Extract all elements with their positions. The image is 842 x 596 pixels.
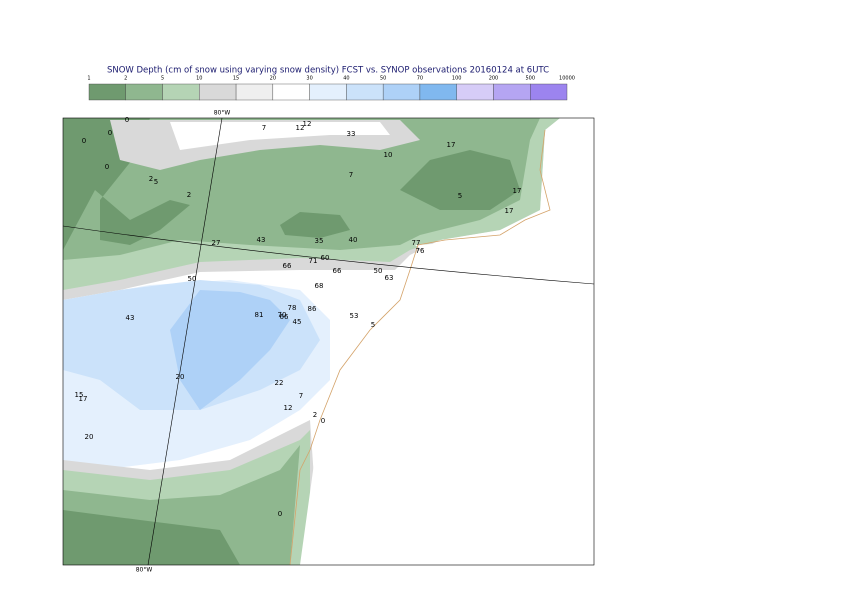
map-frame <box>62 117 595 566</box>
legend-level: 15 <box>233 76 239 82</box>
observation: 77 <box>412 239 421 247</box>
legend-level: 10 <box>196 76 202 82</box>
observation: 7 <box>349 171 353 179</box>
observation: 27 <box>212 239 221 247</box>
observation: 20 <box>176 373 185 381</box>
legend-level: 20 <box>270 76 276 82</box>
observation: 20 <box>85 433 94 441</box>
observation: 60 <box>321 254 330 262</box>
legend-swatch <box>456 83 494 101</box>
legend-level: 50 <box>380 76 386 82</box>
legend-level: 30 <box>306 76 312 82</box>
observation: 66 <box>283 262 292 270</box>
observation: 50 <box>374 267 383 275</box>
legend-swatch <box>382 83 421 101</box>
observation: 7 <box>299 392 303 400</box>
legend-level: 200 <box>489 76 499 82</box>
observation: 35 <box>315 237 324 245</box>
observation: 53 <box>350 312 359 320</box>
legend-level: 1 <box>87 76 90 82</box>
observation: 10 <box>384 151 393 159</box>
observation: 66 <box>280 313 289 321</box>
observation: 0 <box>321 417 325 425</box>
observation: 5 <box>154 178 158 186</box>
legend-swatch <box>272 83 310 101</box>
legend-level: 10000 <box>559 76 575 82</box>
legend-level: 40 <box>343 76 349 82</box>
observation: 12 <box>303 120 312 128</box>
map-title: SNOW Depth (cm of snow using varying sno… <box>107 66 549 76</box>
observation: 5 <box>371 321 375 329</box>
observation: 0 <box>82 137 86 145</box>
legend-swatch <box>235 83 274 101</box>
observation: 81 <box>255 311 264 319</box>
observation: 43 <box>257 236 266 244</box>
legend-swatch <box>309 83 347 101</box>
observation: 22 <box>275 379 284 387</box>
legend-level: 100 <box>452 76 462 82</box>
observation: 2 <box>187 191 191 199</box>
legend: 1 2 5 10 15 20 30 40 50 70 100 200 500 10000 <box>87 76 575 101</box>
longitude-label: 80°W <box>136 567 153 574</box>
observation: 2 <box>149 175 153 183</box>
snow-field <box>63 118 594 565</box>
observation: 17 <box>79 395 88 403</box>
observation: 63 <box>385 274 394 282</box>
observation: 7 <box>262 124 266 132</box>
observation: 50 <box>188 275 197 283</box>
observation: 0 <box>278 510 282 518</box>
legend-swatch <box>88 83 126 101</box>
observation: 71 <box>309 257 318 265</box>
legend-level: 5 <box>161 76 164 82</box>
legend-swatch <box>162 83 200 101</box>
legend-swatch <box>346 83 384 101</box>
longitude-label: 80°W <box>214 110 231 117</box>
observation: 70 <box>278 311 287 319</box>
observation: 5 <box>458 192 462 200</box>
observation: 76 <box>416 247 425 255</box>
observation: 68 <box>315 282 324 290</box>
observation: 43 <box>126 314 135 322</box>
observation: 17 <box>513 187 522 195</box>
legend-swatch <box>199 83 237 101</box>
observation: 0 <box>108 129 112 137</box>
observation: 86 <box>308 305 317 313</box>
observation: 17 <box>447 141 456 149</box>
legend-swatch <box>125 83 163 101</box>
observation: 0 <box>125 116 129 124</box>
legend-swatch <box>419 83 457 101</box>
observation: 45 <box>293 318 302 326</box>
observation: 78 <box>288 304 297 312</box>
legend-swatch <box>530 83 568 101</box>
legend-level: 2 <box>124 76 127 82</box>
legend-level: 500 <box>525 76 535 82</box>
observation: 0 <box>105 163 109 171</box>
observation: 12 <box>296 124 305 132</box>
observation: 12 <box>284 404 293 412</box>
observation: 17 <box>505 207 514 215</box>
legend-level: 70 <box>417 76 423 82</box>
observation: 15 <box>75 391 84 399</box>
observation: 40 <box>349 236 358 244</box>
observation: 33 <box>347 130 356 138</box>
legend-swatch <box>493 83 531 101</box>
observation: 2 <box>313 411 317 419</box>
observation: 66 <box>333 267 342 275</box>
